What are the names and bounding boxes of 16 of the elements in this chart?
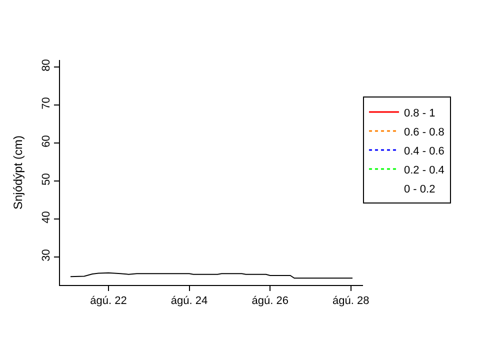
y-axis-title: Snjódýpt (cm) [10, 135, 25, 210]
x-tick-label: ágú. 24 [170, 295, 208, 308]
x-tick-label: ágú. 28 [332, 295, 370, 308]
legend-label: 0.8 - 1 [404, 107, 436, 120]
y-tick-label: 50 [40, 173, 53, 186]
x-tick-label: ágú. 26 [252, 295, 288, 308]
legend-label: 0.6 - 0.8 [404, 126, 444, 138]
y-tick-label: 60 [40, 135, 53, 148]
y-tick-label: 30 [40, 249, 53, 262]
legend-label: 0.2 - 0.4 [404, 164, 444, 176]
text: 0 - 0.2 [404, 183, 436, 196]
legend-label: 0.4 - 0.6 [404, 145, 444, 158]
y-tick-label: 80 [40, 59, 53, 72]
y-tick-label: 70 [40, 97, 53, 110]
x-tick-label: ágú. 22 [90, 295, 127, 308]
y-tick-label: 40 [40, 211, 53, 224]
